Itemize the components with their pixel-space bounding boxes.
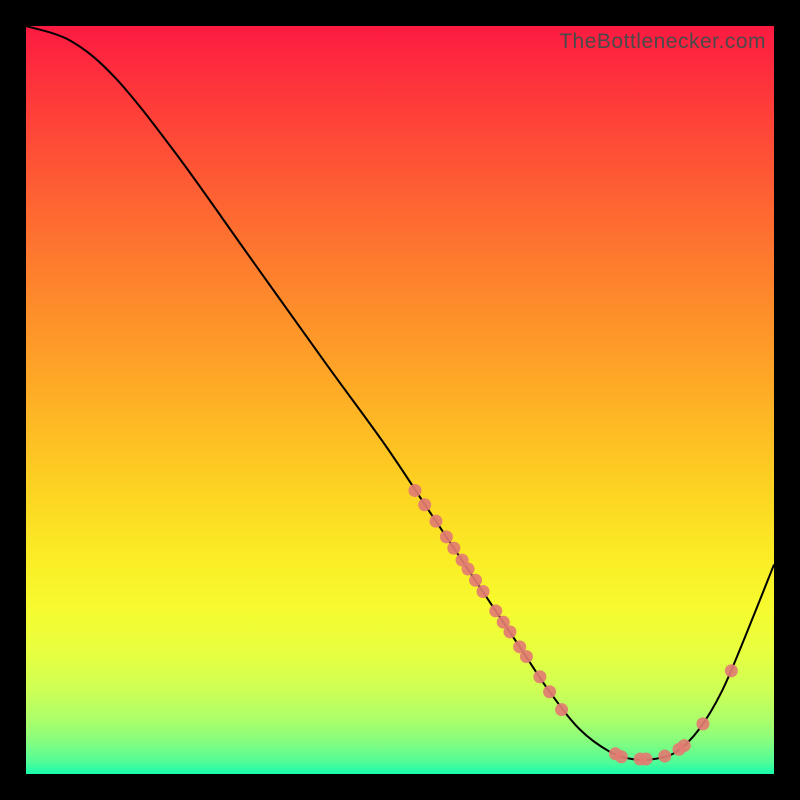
data-point [440,530,453,543]
data-point [640,753,653,766]
data-point [503,625,516,638]
curve-line [26,26,774,760]
bottleneck-curve [26,26,774,774]
data-point [489,604,502,617]
data-point [520,650,533,663]
data-point [533,670,546,683]
data-point [696,717,709,730]
chart-root: TheBottlenecker.com [0,0,800,800]
data-point [408,484,421,497]
data-point [615,750,628,763]
data-point [658,750,671,763]
data-point [555,703,568,716]
data-point [678,739,691,752]
data-point [543,685,556,698]
watermark-text: TheBottlenecker.com [559,30,766,54]
data-point [477,585,490,598]
data-point [418,498,431,511]
data-point [447,542,460,555]
data-point [429,515,442,528]
data-point [462,563,475,576]
data-point [469,574,482,587]
plot-area: TheBottlenecker.com [26,26,774,774]
data-point [725,664,738,677]
